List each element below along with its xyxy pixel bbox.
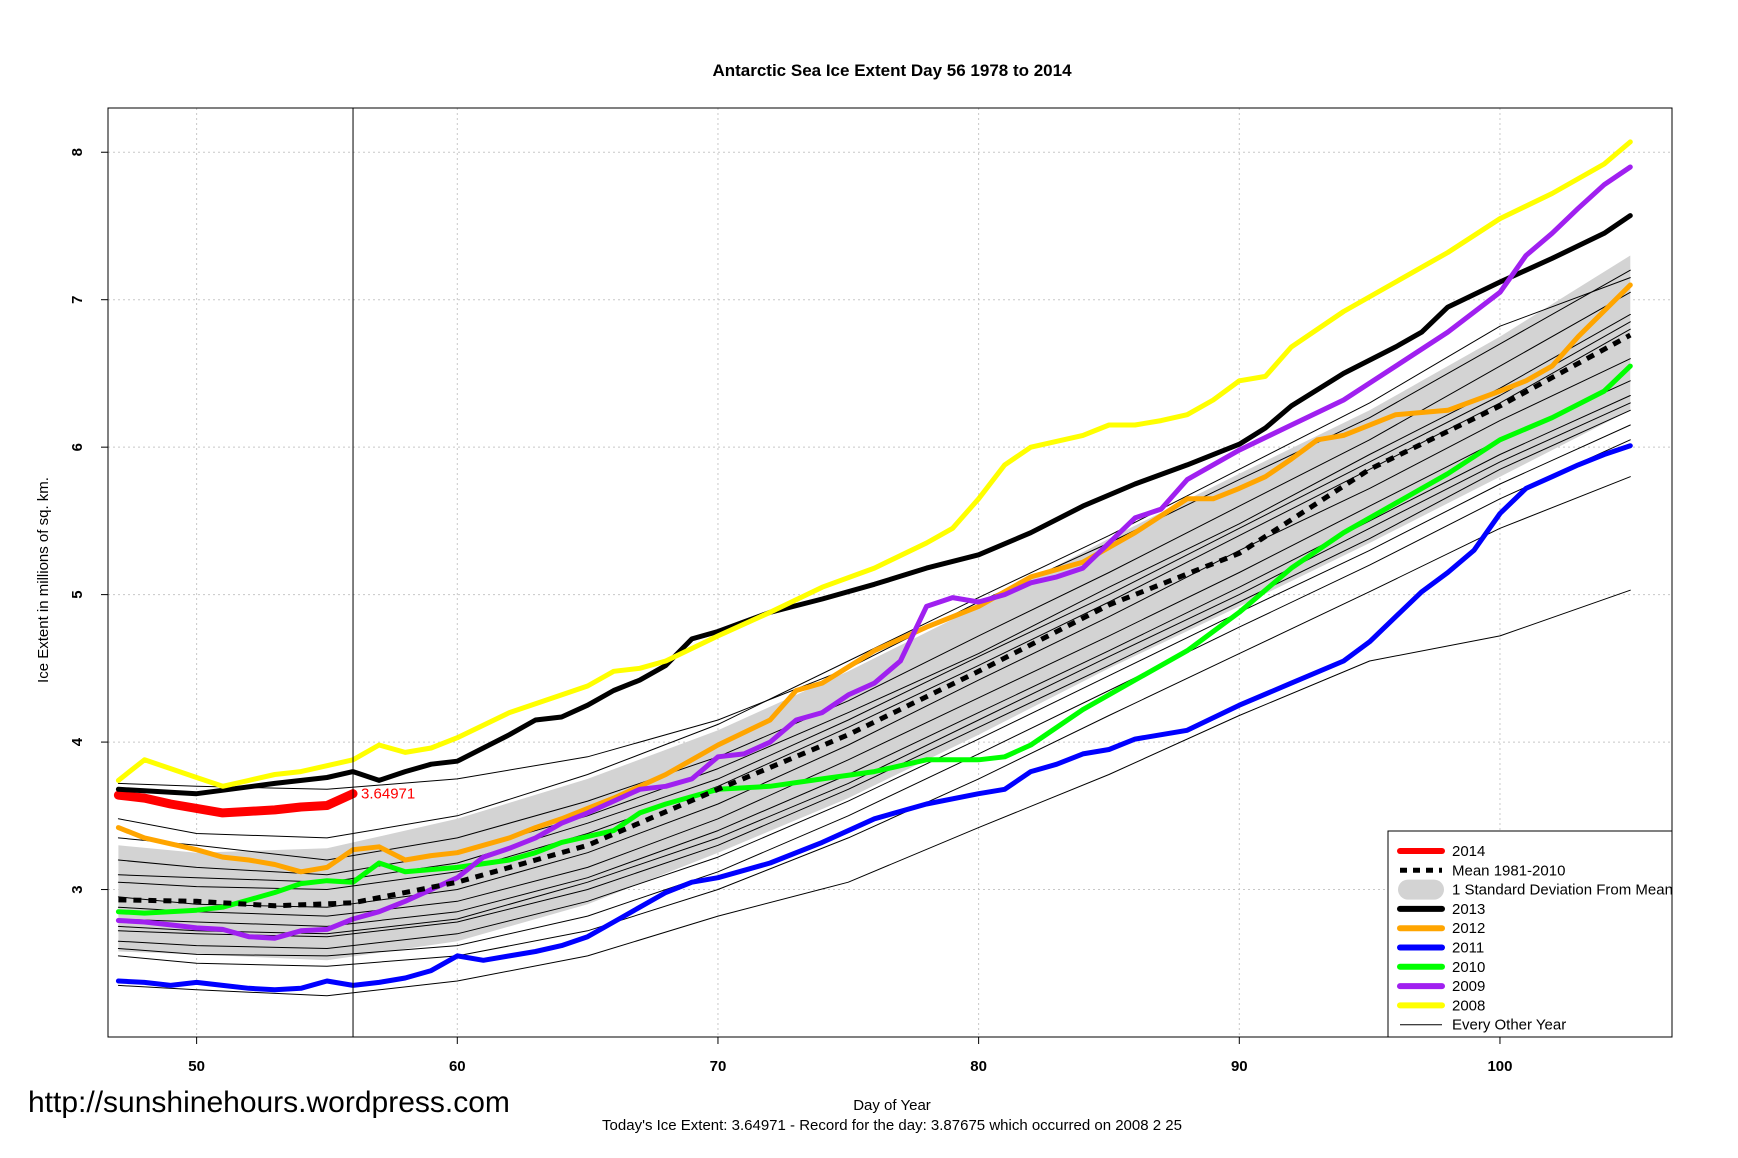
highlighted-series-lines xyxy=(113,139,1633,993)
legend-item: 2009 xyxy=(1397,978,1485,995)
y-axis-label: Ice Extent in millions of sq. km. xyxy=(35,477,52,683)
other-year-line xyxy=(117,424,1631,949)
legend-item: 2011 xyxy=(1397,940,1484,957)
x-tick-label: 90 xyxy=(1231,1058,1248,1075)
x-axis-label: Day of Year xyxy=(853,1097,931,1114)
series-line-2013 xyxy=(115,213,1633,797)
legend-item: 1 Standard Deviation From Mean xyxy=(1398,879,1673,900)
x-tick-label: 100 xyxy=(1487,1058,1512,1075)
legend-item: 2013 xyxy=(1397,901,1485,918)
y-tick-label: 4 xyxy=(69,737,86,746)
y-tick-label: 8 xyxy=(69,148,86,156)
legend-label: 2010 xyxy=(1452,959,1485,976)
other-year-line xyxy=(117,439,1631,957)
other-years-lines xyxy=(117,269,1631,997)
other-year-line xyxy=(117,277,1631,839)
legend-label: 2014 xyxy=(1452,843,1485,860)
y-tick-label: 3 xyxy=(69,885,86,893)
series-line-2011 xyxy=(115,443,1633,993)
legend-label: Every Other Year xyxy=(1452,1017,1566,1034)
current-value-annotation: 3.64971 xyxy=(361,786,415,803)
plot-frame xyxy=(107,107,1673,1038)
legend-label: 1 Standard Deviation From Mean xyxy=(1452,882,1673,899)
series-line-2008 xyxy=(115,139,1633,789)
series-line-2009 xyxy=(115,164,1633,941)
y-tick-label: 6 xyxy=(69,443,86,451)
other-year-line xyxy=(117,409,1631,938)
x-tick-label: 60 xyxy=(449,1058,466,1075)
legend: 2014 Mean 1981-2010 1 Standard Deviation F… xyxy=(1387,830,1673,1038)
other-year-line xyxy=(117,589,1631,997)
footer-record-text: Today's Ice Extent: 3.64971 - Record for… xyxy=(602,1117,1182,1134)
y-axis-ticks: 3 4 5 6 7 8 xyxy=(69,148,108,894)
legend-item: Every Other Year xyxy=(1400,1017,1566,1034)
mean-line-layer xyxy=(118,332,1632,909)
other-year-line xyxy=(117,380,1631,917)
other-year-line xyxy=(117,402,1631,935)
x-tick-label: 50 xyxy=(188,1058,205,1075)
series-line-2012 xyxy=(115,282,1633,875)
series-line-2010 xyxy=(115,363,1633,916)
legend-swatch-band xyxy=(1398,879,1444,900)
series-line-2014 xyxy=(113,789,358,818)
other-year-line xyxy=(117,476,1631,967)
other-year-line xyxy=(117,313,1631,876)
legend-label: Mean 1981-2010 xyxy=(1452,862,1565,879)
legend-item: Mean 1981-2010 xyxy=(1400,862,1565,879)
watermark-url: http://sunshinehours.wordpress.com xyxy=(28,1086,510,1119)
legend-label: 2009 xyxy=(1452,978,1485,995)
legend-item: 2014 xyxy=(1397,843,1485,860)
other-year-line xyxy=(117,328,1631,890)
x-tick-label: 70 xyxy=(710,1058,727,1075)
legend-item: 2010 xyxy=(1397,959,1485,976)
legend-item: 2012 xyxy=(1397,920,1485,937)
other-year-line xyxy=(117,358,1631,908)
std-dev-band-area xyxy=(118,255,1631,961)
x-tick-label: 80 xyxy=(970,1058,987,1075)
series-line-mean-1981-2010 xyxy=(118,332,1632,909)
legend-label: 2013 xyxy=(1452,901,1485,918)
x-axis-ticks: 50 60 70 80 90 100 xyxy=(188,1037,1512,1075)
legend-item: 2008 xyxy=(1397,997,1485,1014)
y-tick-label: 7 xyxy=(69,296,86,304)
other-year-line xyxy=(117,291,1631,861)
std-dev-band xyxy=(118,255,1631,961)
chart-title: Antarctic Sea Ice Extent Day 56 1978 to … xyxy=(712,61,1072,80)
legend-label: 2008 xyxy=(1452,997,1485,1014)
y-tick-label: 5 xyxy=(69,590,86,598)
legend-label: 2012 xyxy=(1452,920,1485,937)
legend-label: 2011 xyxy=(1452,940,1484,957)
